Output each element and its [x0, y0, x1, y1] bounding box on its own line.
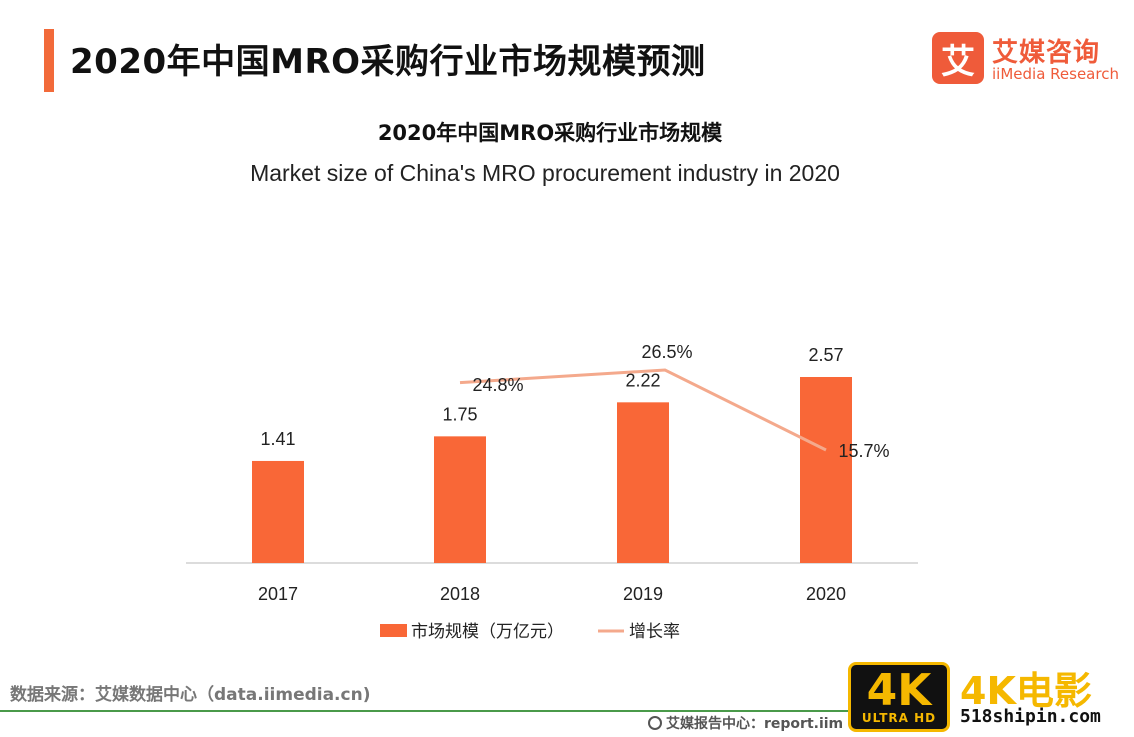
- bar-2018: [434, 436, 486, 563]
- x-tick-2019: 2019: [623, 584, 663, 604]
- page-title: 2020年中国MRO采购行业市场规模预测: [70, 42, 706, 82]
- growth-label-2020: 15.7%: [838, 441, 889, 461]
- globe-icon: [648, 716, 662, 730]
- watermark: 4K ULTRA HD 4K电影 518shipin.com: [848, 660, 1134, 737]
- growth-rate-line: [459, 368, 827, 452]
- growth-label-2019: 26.5%: [641, 342, 692, 362]
- chart-subtitle: Market size of China's MRO procurement i…: [250, 160, 840, 186]
- bar-label-2020: 2.57: [808, 345, 843, 365]
- data-source: 数据来源：艾媒数据中心（data.iimedia.cn): [10, 685, 371, 705]
- x-tick-2017: 2017: [258, 584, 298, 604]
- footer-divider: [0, 710, 850, 712]
- logo-name-cn: 艾媒咨询: [992, 38, 1101, 68]
- bar-2020: [800, 377, 852, 563]
- watermark-url: 518shipin.com: [960, 706, 1101, 727]
- chart-title: 2020年中国MRO采购行业市场规模: [377, 121, 723, 145]
- x-tick-2018: 2018: [440, 584, 480, 604]
- legend-line-label: 增长率: [629, 622, 680, 642]
- bar-label-2018: 1.75: [442, 404, 477, 424]
- title-accent-bar: [44, 29, 54, 92]
- bar-label-2017: 1.41: [260, 429, 295, 449]
- legend-bar-swatch: [380, 624, 407, 637]
- watermark-badge-sub: ULTRA HD: [861, 711, 937, 725]
- growth-label-2018: 24.8%: [472, 375, 523, 395]
- logo-name-en: iiMedia Research: [992, 65, 1119, 83]
- watermark-brand: 4K电影: [960, 669, 1092, 713]
- bar-2017: [252, 460, 304, 563]
- watermark-badge: 4K ULTRA HD: [848, 662, 950, 732]
- watermark-badge-text: 4K: [866, 665, 932, 716]
- report-center: 艾媒报告中心：report.iim: [648, 713, 843, 733]
- report-center-text: 艾媒报告中心：report.iim: [666, 716, 844, 732]
- bar-2019: [617, 402, 669, 563]
- logo-mark-icon: 艾: [932, 32, 984, 84]
- bar-label-2019: 2.22: [625, 370, 660, 390]
- legend-bar-label: 市场规模（万亿元）: [411, 622, 564, 642]
- x-tick-2020: 2020: [806, 584, 846, 604]
- brand-logo: 艾 艾媒咨询 iiMedia Research: [932, 32, 1122, 88]
